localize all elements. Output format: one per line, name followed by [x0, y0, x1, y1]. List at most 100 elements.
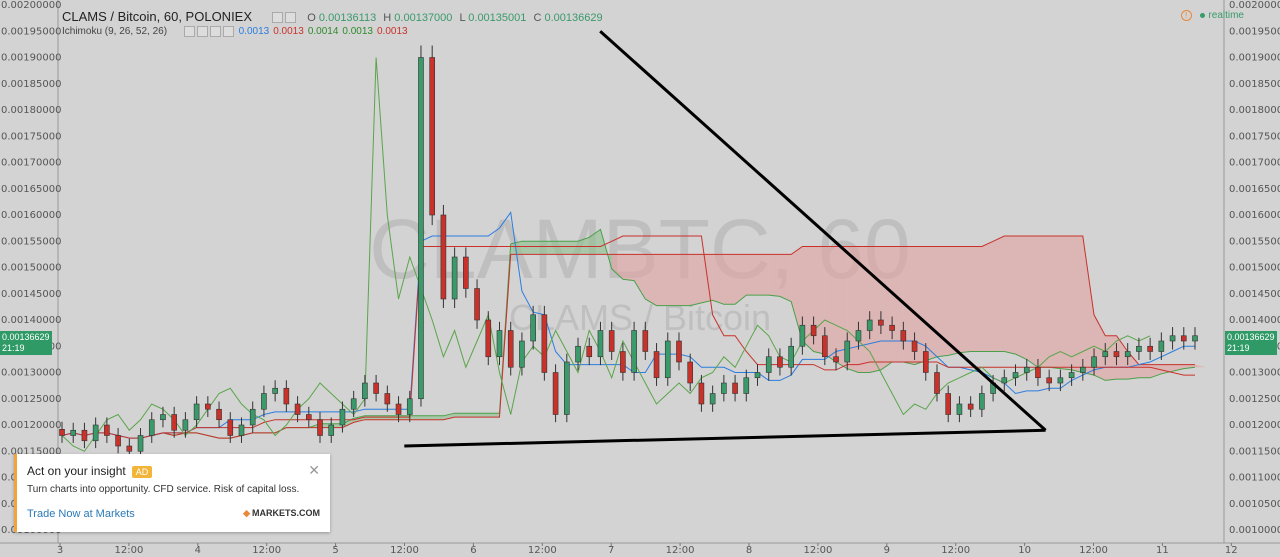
candle-body	[59, 429, 65, 436]
header-buttons[interactable]	[271, 9, 302, 24]
x-tick-label: 12:00	[390, 545, 419, 556]
cloud-segment	[566, 241, 579, 255]
cloud-segment	[869, 246, 881, 373]
cloud-segment	[723, 254, 736, 305]
candle-body	[272, 387, 278, 394]
senkou-span-a-line	[151, 228, 1196, 439]
symbol-title[interactable]: CLAMS / Bitcoin, 60, POLONIEX	[62, 9, 253, 24]
candle-body	[956, 403, 963, 415]
y-tick-label: 0.00150000	[1229, 263, 1280, 274]
candle-body	[328, 424, 335, 436]
candle-body	[1136, 345, 1142, 352]
candle-body	[238, 424, 245, 436]
y-tick-label: 0.00180000	[1, 105, 61, 116]
chart-header: CLAMS / Bitcoin, 60, POLONIEX O 0.001361…	[62, 9, 607, 24]
realtime-status: ! realtime	[1180, 10, 1244, 21]
cloud-segment	[1049, 236, 1061, 369]
cloud-segment	[364, 415, 377, 420]
ad-cta-link[interactable]: Trade Now at Markets	[27, 508, 135, 520]
candle-body	[799, 324, 806, 347]
high-value: 0.00137000	[394, 12, 453, 24]
candle-body	[305, 414, 312, 421]
ad-banner[interactable]: Act on your insight AD ✕ Turn charts into…	[14, 454, 330, 532]
candle-body	[1023, 366, 1030, 373]
remove-icon[interactable]	[209, 26, 221, 37]
x-tick-label: 12:00	[666, 545, 695, 556]
cloud-segment	[420, 415, 433, 420]
kijun-line	[61, 235, 1195, 439]
more-icon[interactable]	[222, 26, 234, 37]
ad-title: Act on your insight AD	[27, 464, 153, 478]
x-tick-label: 12:00	[1079, 545, 1108, 556]
cloud-segment	[1127, 351, 1139, 380]
y-tick-label: 0.00100000	[1229, 525, 1280, 536]
candle-body	[317, 419, 323, 436]
candle-body	[160, 414, 166, 421]
y-tick-label: 0.00130000	[1, 368, 61, 379]
candle-body	[1169, 335, 1176, 342]
candle-body	[171, 414, 177, 431]
cloud-segment	[993, 236, 1005, 352]
cloud-segment	[768, 254, 780, 297]
indicator-value: 0.0013	[238, 26, 270, 38]
markets-logo: ◆ MARKETS.COM	[243, 508, 320, 518]
cloud-segment	[836, 246, 848, 369]
candle-body	[283, 387, 290, 405]
indicator-label[interactable]: Ichimoku (9, 26, 52, 26)	[62, 26, 168, 38]
format-icon[interactable]	[271, 12, 283, 24]
cloud-segment	[970, 246, 982, 352]
y-tick-label: 0.00185000	[1229, 79, 1280, 90]
y-tick-label: 0.00190000	[1, 53, 61, 64]
candle-body	[833, 356, 839, 363]
close-icon[interactable]: ✕	[308, 462, 320, 478]
live-dot-icon	[1200, 12, 1206, 18]
cloud-segment	[667, 254, 679, 306]
candle-body	[126, 445, 133, 452]
candle-body	[1057, 377, 1064, 384]
x-tick-label: 5	[332, 545, 338, 556]
candle-body	[429, 57, 435, 216]
indicator-value: 0.0013	[342, 26, 373, 38]
y-tick-label: 0.00120000	[1229, 420, 1280, 431]
candle-body	[631, 330, 637, 373]
cloud-segment	[533, 241, 545, 255]
candle-body	[586, 345, 593, 358]
countdown: 21:19	[1227, 343, 1250, 353]
candle-body	[1102, 351, 1109, 358]
y-tick-label: 0.00145000	[1, 289, 61, 300]
candle-body	[575, 345, 581, 363]
cloud-segment	[903, 246, 915, 365]
candle-body	[810, 324, 817, 337]
candle-body	[406, 398, 413, 415]
candle-body	[822, 335, 828, 358]
x-tick-label: 6	[470, 545, 476, 556]
cloud-segment	[959, 246, 971, 353]
candle-body	[519, 340, 525, 368]
candle-body	[687, 361, 693, 384]
x-tick-label: 3	[57, 545, 63, 556]
cloud-segment	[858, 246, 870, 373]
candle-body	[934, 372, 940, 394]
cloud-segment	[746, 254, 758, 296]
y-tick-label: 0.00115000	[1, 446, 61, 457]
indicator-buttons[interactable]	[183, 26, 239, 37]
visibility-icon[interactable]	[284, 12, 296, 24]
cloud-segment	[521, 241, 534, 255]
cloud-segment	[634, 254, 646, 299]
cloud-segment	[802, 246, 814, 352]
candle-body	[676, 340, 682, 363]
cloud-segment	[948, 246, 960, 356]
candle-body	[642, 330, 649, 352]
alert-icon[interactable]: !	[1180, 10, 1192, 21]
eye-icon[interactable]	[183, 26, 195, 37]
cloud-segment	[1082, 236, 1095, 376]
cloud-segment	[1037, 236, 1050, 368]
candle-body	[721, 382, 727, 394]
candle-body	[294, 403, 301, 415]
candle-body	[261, 393, 267, 410]
candle-body	[597, 330, 604, 358]
settings-icon[interactable]	[196, 26, 208, 37]
candle-body	[552, 372, 559, 415]
x-tick-label: 4	[195, 545, 201, 556]
